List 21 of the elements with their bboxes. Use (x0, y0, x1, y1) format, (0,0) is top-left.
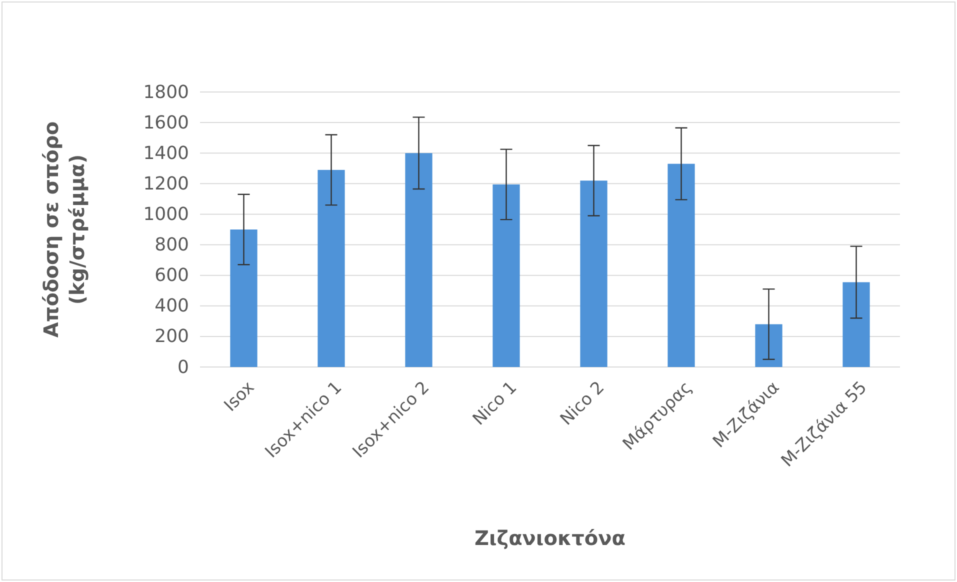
bar (755, 324, 782, 367)
bar (580, 180, 608, 367)
bar (405, 153, 432, 367)
bar (230, 230, 258, 367)
y-tick-label: 200 (154, 326, 189, 348)
x-axis-title: Ζιζανιοκτόνα (474, 526, 626, 550)
bar (842, 282, 870, 367)
x-tick-label: Isox (220, 378, 259, 416)
bar (318, 170, 345, 367)
y-tick-label: 1200 (143, 173, 189, 194)
y-tick-label: 0 (178, 356, 189, 378)
y-tick-label: 1600 (143, 112, 189, 134)
y-tick-label: 1000 (143, 204, 189, 225)
y-axis-title: Απόδοση σε σπόρο (kg/στρέμμα) (39, 121, 89, 338)
y-tick-label: 1400 (143, 142, 189, 164)
bar (492, 184, 520, 367)
y-tick-label: 400 (154, 296, 189, 317)
y-tick-label: 1800 (143, 82, 189, 103)
bar (668, 164, 695, 367)
y-tick-label: 800 (154, 234, 189, 256)
y-tick-label: 600 (154, 265, 189, 286)
